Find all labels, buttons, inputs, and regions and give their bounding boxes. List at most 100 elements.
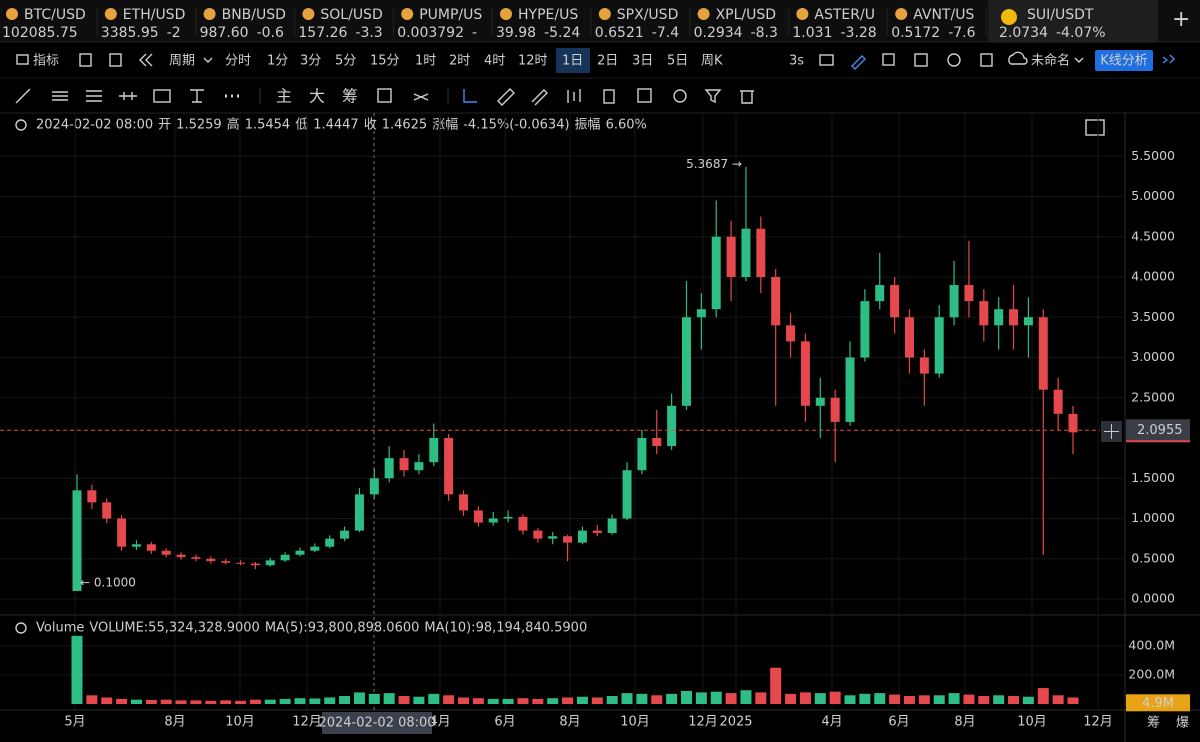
active-price: 2.0734 bbox=[999, 25, 1048, 41]
magnet-tool[interactable] bbox=[463, 89, 477, 103]
x-tick-label: 4月 bbox=[821, 715, 842, 730]
ray-tool[interactable] bbox=[119, 92, 137, 100]
active-symbol[interactable]: SUI/USDT bbox=[1027, 7, 1094, 23]
ticker-symbol[interactable]: ETH/USD bbox=[123, 7, 186, 23]
lock-tool[interactable] bbox=[603, 89, 615, 104]
x-tick-label: 10月 bbox=[1017, 715, 1047, 730]
volume-bar bbox=[874, 693, 886, 704]
interval[interactable]: 分时 bbox=[225, 54, 251, 69]
ticker-symbol[interactable]: ASTER/U bbox=[814, 7, 875, 23]
text-tool[interactable] bbox=[190, 89, 204, 103]
volume-bar bbox=[472, 698, 484, 704]
popout-icon[interactable] bbox=[882, 53, 895, 66]
ticker-symbol[interactable]: AVNT/US bbox=[913, 7, 974, 23]
current-price-box bbox=[1126, 419, 1190, 442]
back-icon[interactable] bbox=[139, 53, 153, 67]
candle-body bbox=[221, 561, 231, 563]
active-tab[interactable] bbox=[988, 0, 1158, 42]
volume-bar bbox=[666, 693, 678, 704]
x-tick-label: 8月 bbox=[954, 715, 975, 730]
pen-icon[interactable] bbox=[851, 55, 866, 70]
calendar-icon[interactable] bbox=[79, 53, 92, 67]
candle-body bbox=[875, 285, 885, 302]
candle-body bbox=[399, 458, 409, 471]
ticker-symbol[interactable]: SOL/USD bbox=[320, 7, 382, 23]
eye-icon[interactable] bbox=[15, 622, 27, 634]
candle-tool[interactable] bbox=[567, 89, 581, 103]
line-tool[interactable] bbox=[15, 88, 31, 104]
ruler-tool[interactable] bbox=[497, 88, 515, 106]
interval[interactable]: 12时 bbox=[518, 54, 548, 69]
delete-tool[interactable] bbox=[740, 90, 754, 104]
interval[interactable]: 1日 bbox=[562, 54, 583, 69]
interval[interactable]: 2时 bbox=[449, 54, 470, 69]
volume-ma5: MA(5):93,800,898.0600 bbox=[265, 621, 420, 636]
expand-icon[interactable] bbox=[1085, 119, 1105, 136]
ticker-change: -7.6 bbox=[948, 25, 975, 41]
interval[interactable]: 2日 bbox=[597, 54, 618, 69]
tool[interactable] bbox=[637, 88, 652, 103]
x-tick-label: 12月 bbox=[292, 715, 322, 730]
hline-tool[interactable] bbox=[52, 91, 68, 101]
eye-icon[interactable] bbox=[15, 119, 27, 131]
cloud-icon[interactable] bbox=[1008, 51, 1028, 65]
ticker-symbol[interactable]: BNB/USD bbox=[222, 7, 286, 23]
info-label: 收 bbox=[364, 118, 377, 133]
filter-tool[interactable] bbox=[704, 89, 722, 104]
volume-bar bbox=[71, 635, 83, 704]
interval[interactable]: 5分 bbox=[335, 54, 356, 69]
volume-bar bbox=[502, 698, 514, 704]
ticker-symbol[interactable]: SPX/USD bbox=[617, 7, 679, 23]
volume-tick-label: 400.0M bbox=[1128, 638, 1175, 653]
interval[interactable]: 5日 bbox=[667, 54, 688, 69]
interval[interactable]: 3分 bbox=[300, 54, 321, 69]
period[interactable]: 周期 bbox=[169, 54, 195, 69]
ticker-symbol[interactable]: PUMP/US bbox=[419, 7, 482, 23]
share-icon[interactable] bbox=[1162, 54, 1175, 64]
fullscreen-icon[interactable] bbox=[914, 53, 928, 67]
analysis[interactable]: K线分析 bbox=[1100, 54, 1148, 69]
ticker-symbol[interactable]: BTC/USD bbox=[24, 7, 86, 23]
interval-selected bbox=[556, 48, 590, 73]
tool[interactable] bbox=[673, 89, 687, 103]
brush-tool[interactable] bbox=[531, 89, 548, 106]
candle-body bbox=[161, 550, 171, 555]
interval[interactable]: 3日 bbox=[632, 54, 653, 69]
indicator-icon[interactable] bbox=[16, 54, 29, 65]
channel-tool[interactable] bbox=[86, 90, 102, 102]
volume-bar bbox=[993, 695, 1005, 704]
main-tool[interactable]: 大 bbox=[309, 87, 325, 106]
volume-bar bbox=[86, 695, 98, 704]
info-value: 1.5454 bbox=[245, 118, 291, 133]
main-tool[interactable]: 主 bbox=[276, 87, 292, 106]
crosshair-label-bg bbox=[322, 712, 432, 734]
add-tab[interactable]: + bbox=[1172, 7, 1190, 32]
layout-name[interactable]: 未命名 bbox=[1031, 53, 1070, 69]
refresh[interactable]: 3s bbox=[789, 54, 804, 69]
candle-body bbox=[890, 285, 900, 318]
chevron bbox=[1074, 57, 1084, 63]
interval[interactable]: 15分 bbox=[370, 54, 400, 69]
ticker-symbol[interactable]: XPL/USD bbox=[716, 7, 776, 23]
rect-tool[interactable] bbox=[153, 89, 171, 103]
volume-last-label: 4.9M bbox=[1142, 696, 1174, 711]
current-price-label: 2.0955 bbox=[1137, 423, 1183, 438]
ticker-price: 0.5172 bbox=[891, 25, 940, 41]
interval[interactable]: 1时 bbox=[415, 54, 436, 69]
interval[interactable]: 周K bbox=[701, 54, 723, 69]
settings-icon[interactable] bbox=[947, 53, 961, 67]
x-tick-label: 12月 bbox=[1083, 715, 1113, 730]
footer-right[interactable]: 爆 bbox=[1176, 716, 1189, 731]
main-tool[interactable]: 筹 bbox=[342, 87, 358, 106]
tool[interactable] bbox=[413, 93, 429, 101]
interval[interactable]: 1分 bbox=[267, 54, 288, 69]
tool[interactable] bbox=[377, 88, 392, 103]
camera-icon[interactable] bbox=[819, 54, 834, 66]
layout-icon[interactable] bbox=[109, 53, 122, 67]
ticker-symbol[interactable]: HYPE/US bbox=[518, 7, 578, 23]
footer-left[interactable]: 筹 bbox=[1147, 715, 1160, 731]
interval[interactable]: 4时 bbox=[484, 54, 505, 69]
indicators[interactable]: 指标 bbox=[33, 54, 59, 69]
layout2-icon[interactable] bbox=[980, 53, 993, 67]
analysis-button[interactable] bbox=[1095, 50, 1153, 71]
